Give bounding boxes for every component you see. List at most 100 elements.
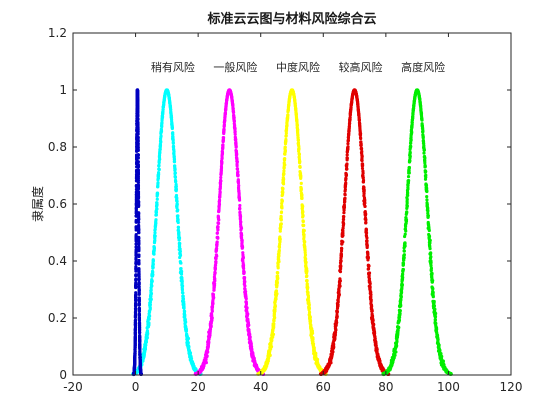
cloud-drop [279, 222, 283, 226]
cloud-drop [178, 244, 182, 248]
cloud-drop [429, 260, 433, 264]
cloud-drop [213, 271, 217, 275]
cloud-drop [369, 298, 373, 302]
cloud-drop [171, 132, 175, 137]
cloud-drop [183, 313, 187, 317]
cloud-drop [283, 148, 287, 152]
cloud-drop [133, 325, 138, 329]
cloud-drop [272, 313, 276, 317]
cloud-drop [277, 260, 281, 264]
cloud-drop [407, 179, 411, 183]
cloud-drop [307, 310, 312, 314]
cloud-drop [285, 123, 289, 127]
cloud-drop [277, 248, 281, 252]
cloud-drop [178, 247, 182, 251]
cloud-drop [178, 241, 182, 246]
cloud-drop [401, 275, 405, 280]
cloud-drop [215, 254, 219, 258]
cloud-drop [178, 249, 182, 253]
cloud-drop [157, 167, 161, 172]
cloud-drop [336, 300, 340, 304]
cloud-drop [159, 129, 164, 133]
cloud-drop [134, 304, 138, 308]
cloud-drop [234, 142, 238, 146]
cloud-drop [360, 158, 364, 163]
cloud-drop [268, 353, 272, 357]
cloud-drop [369, 290, 373, 294]
cloud-drop [148, 306, 152, 310]
cloud-drop [179, 266, 183, 271]
cloud-drop [176, 214, 180, 218]
cloud-drop [367, 277, 372, 281]
cloud-drop [428, 238, 432, 243]
cloud-drop [133, 342, 137, 346]
cloud-drop [359, 143, 363, 147]
cloud-drop [183, 309, 187, 314]
cloud-drop [432, 304, 437, 308]
cloud-drop [282, 177, 286, 181]
cloud-drop [241, 263, 246, 267]
cloud-drop [273, 316, 277, 320]
cloud-drop [280, 206, 284, 210]
cloud-drop [422, 143, 426, 148]
cloud-drop [176, 208, 180, 212]
cloud-drop [151, 265, 155, 269]
cloud-drop [274, 297, 278, 301]
cloud-drop [424, 183, 429, 188]
cloud-drop [212, 288, 216, 292]
cloud-drop [152, 246, 156, 250]
cloud-drop [332, 345, 336, 349]
series-curves [131, 88, 453, 377]
cloud-drop [308, 315, 312, 319]
cloud-drop [301, 219, 305, 224]
cloud-drop [296, 133, 300, 137]
cloud-drop [241, 256, 245, 260]
cloud-drop [431, 295, 435, 299]
cloud-drop [339, 259, 343, 263]
cloud-drop [407, 171, 411, 175]
cloud-drop [215, 231, 219, 235]
cloud-drop [365, 236, 369, 240]
cloud-drop [425, 186, 429, 190]
cloud-drop [134, 291, 138, 295]
cloud-drop [211, 292, 216, 297]
cloud-drop [154, 218, 158, 222]
cloud-drop [441, 359, 445, 363]
cloud-drop [370, 314, 375, 318]
cloud-drop [370, 304, 374, 309]
cloud-drop [173, 167, 177, 171]
cloud-drop [342, 214, 346, 219]
cloud-drop [149, 288, 153, 292]
cloud-drop [148, 314, 152, 318]
cloud-drop [158, 157, 162, 161]
cloud-drop [148, 302, 152, 307]
cloud-drop [150, 284, 154, 288]
cloud-drop [204, 357, 208, 361]
cloud-drop [398, 311, 402, 316]
cloud-drop [174, 184, 178, 189]
cloud-drop [341, 217, 346, 221]
cloud-drop [333, 330, 338, 334]
cloud-drop [343, 193, 347, 197]
cloud-drop [221, 143, 225, 147]
cloud-drop [133, 321, 138, 326]
cloud-drop [419, 112, 424, 116]
cloud-drop [186, 336, 191, 341]
cloud-drop [249, 342, 253, 346]
cloud-drop [184, 320, 188, 324]
cloud-drop [402, 256, 406, 260]
cloud-drop [236, 173, 240, 177]
cloud-drop [252, 356, 256, 360]
cloud-drop [237, 198, 242, 202]
cloud-drop [368, 285, 372, 290]
cloud-drop [425, 189, 429, 194]
cloud-drop [306, 286, 310, 290]
cloud-drop [154, 213, 158, 217]
cloud-drop [188, 351, 193, 355]
cloud-drop [158, 143, 163, 147]
cloud-drop [346, 138, 350, 142]
cloud-drop [173, 171, 177, 175]
cloud-drop [144, 340, 149, 344]
cloud-drop [174, 193, 179, 198]
cloud-drop [303, 251, 307, 255]
